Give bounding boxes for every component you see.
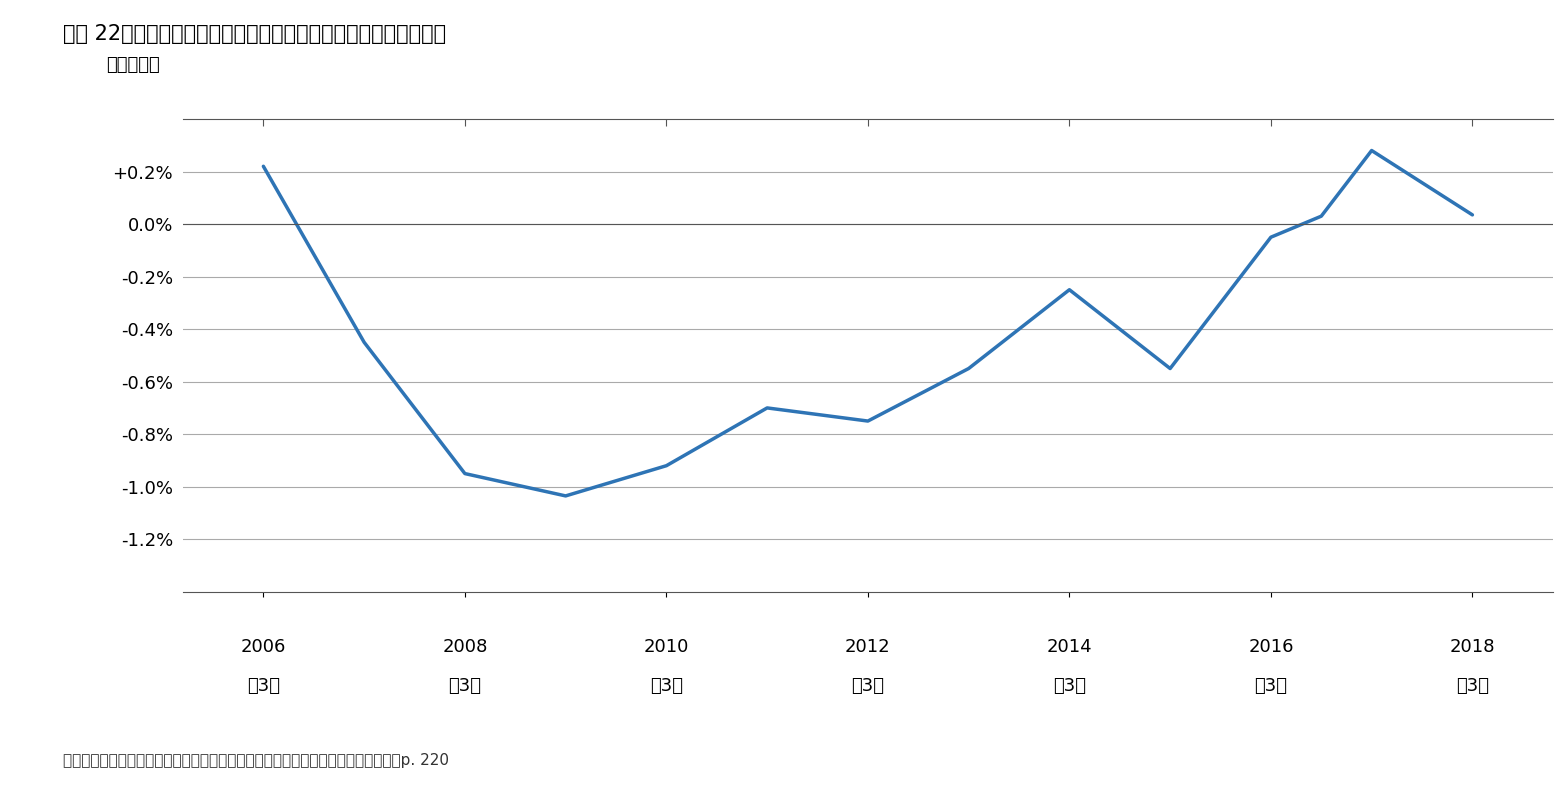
Text: 2014: 2014 bbox=[1046, 638, 1093, 656]
Text: 年3月: 年3月 bbox=[1052, 677, 1087, 695]
Text: （資料）社会保障審議会年金数理部会「公的年金財政状況報告－平成２８年度－」p. 220: （資料）社会保障審議会年金数理部会「公的年金財政状況報告－平成２８年度－」p. … bbox=[63, 753, 448, 768]
Text: 2006: 2006 bbox=[241, 638, 285, 656]
Text: 2008: 2008 bbox=[442, 638, 488, 656]
Text: 前年同月比: 前年同月比 bbox=[107, 56, 160, 74]
Text: 2010: 2010 bbox=[644, 638, 688, 656]
Text: 年3月: 年3月 bbox=[246, 677, 279, 695]
Text: 図表 22　近年の公的年金被保険者数（加入者数）の増加率の推移: 図表 22 近年の公的年金被保険者数（加入者数）の増加率の推移 bbox=[63, 24, 445, 44]
Text: 2012: 2012 bbox=[845, 638, 891, 656]
Text: 年3月: 年3月 bbox=[649, 677, 684, 695]
Text: 年3月: 年3月 bbox=[448, 677, 481, 695]
Text: 年3月: 年3月 bbox=[1254, 677, 1287, 695]
Text: 2016: 2016 bbox=[1248, 638, 1294, 656]
Text: 年3月: 年3月 bbox=[1457, 677, 1490, 695]
Text: 年3月: 年3月 bbox=[851, 677, 884, 695]
Text: 2018: 2018 bbox=[1450, 638, 1496, 656]
